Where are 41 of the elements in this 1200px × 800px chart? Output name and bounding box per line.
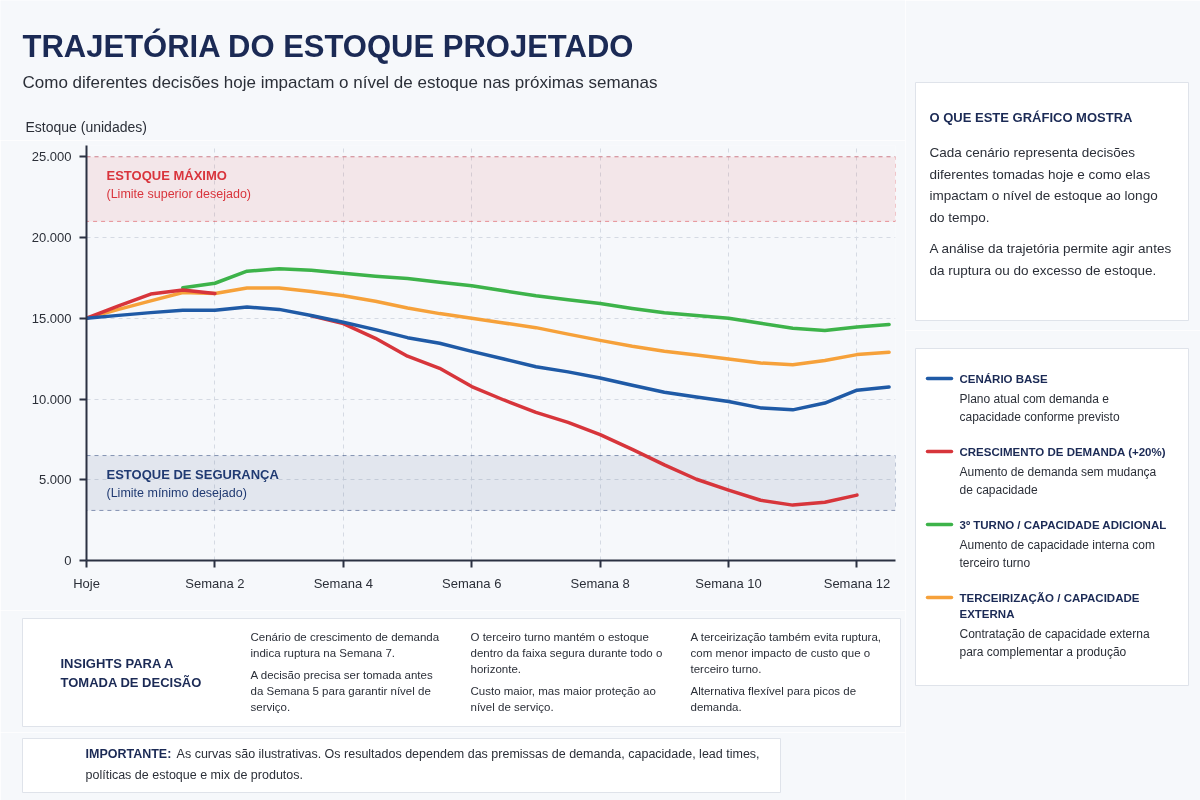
x-tick-label: Semana 6 (442, 575, 502, 591)
y-tick-label: 0 (64, 553, 72, 568)
text: Cada cenário representa decisões diferentes tomadas hoje e como elas impactam o nível de estoque ao longo do tempo. (929, 145, 1158, 225)
line-series (86, 305, 891, 412)
y-tick-label: 25.000 (31, 149, 72, 165)
x-tick-label: Semana 4 (313, 575, 373, 591)
x-tick-label: Semana 12 (823, 575, 891, 591)
text: O QUE ESTE GRÁFICO MOSTRA (929, 110, 1134, 125)
legend-label: TERCEIRIZAÇÃO / CAPACIDADE EXTERNA (959, 591, 1140, 620)
band-label: ESTOQUE DE SEGURANÇA (106, 467, 280, 483)
text: Alternativa flexível para picos de demanda. (690, 684, 857, 713)
chart-subtitle: Como diferentes decisões hoje impactam o nível de estoque nas próximas semanas (22, 73, 658, 92)
text: Cenário de crescimento de demanda indica ruptura na Semana 7. (250, 630, 440, 659)
text: Custo maior, mas maior proteção ao nível de serviço. (470, 684, 656, 713)
text: INSIGHTS PARA A TOMADA DE DECISÃO (60, 655, 202, 690)
legend-label: CRESCIMENTO DE DEMANDA (+20%) (959, 445, 1166, 458)
text: Aumento de demanda sem mudança de capacidade (959, 464, 1157, 497)
text: Contratação de capacidade externa para complementar a produção (959, 626, 1150, 659)
x-tick-label: Hoje (73, 575, 100, 591)
y-tick-label: 20.000 (31, 230, 72, 246)
line-series (181, 267, 891, 333)
chart-title: TRAJETÓRIA DO ESTOQUE PROJETADO (22, 28, 634, 64)
y-tick-label: 10.000 (31, 391, 72, 407)
text: A análise da trajetória permite agir antes da ruptura ou do excesso de estoque. (929, 241, 1172, 278)
text: Aumento de capacidade interna com terceiro turno (959, 537, 1155, 570)
y-axis-title: Estoque (unidades) (25, 118, 147, 135)
x-tick-label: Semana 8 (570, 575, 630, 591)
x-tick-label: Semana 2 (185, 575, 245, 591)
y-tick-label: 5.000 (38, 472, 72, 488)
text: A terceirização também evita ruptura, com menor impacto de custo que o terceiro turno. (690, 630, 881, 675)
x-tick-label: Semana 10 (695, 575, 762, 591)
band-label: ESTOQUE MÁXIMO (106, 168, 227, 184)
text: A decisão precisa ser tomada antes da Semana 5 para garantir nível de serviço. (250, 668, 433, 713)
legend-label: 3º TURNO / CAPACIDADE ADICIONAL (959, 518, 1167, 531)
annotation: (Limite mínimo desejado) (106, 485, 247, 500)
y-tick-label: 15.000 (31, 310, 72, 326)
text: O terceiro turno mantém o estoque dentro da faixa segura durante todo o horizonte. (470, 630, 663, 675)
text: Plano atual com demanda e capacidade conforme previsto (959, 391, 1120, 424)
legend-label: CENÁRIO BASE (959, 372, 1049, 385)
text: IMPORTANTE: (85, 746, 172, 761)
annotation: (Limite superior desejado) (106, 186, 252, 201)
